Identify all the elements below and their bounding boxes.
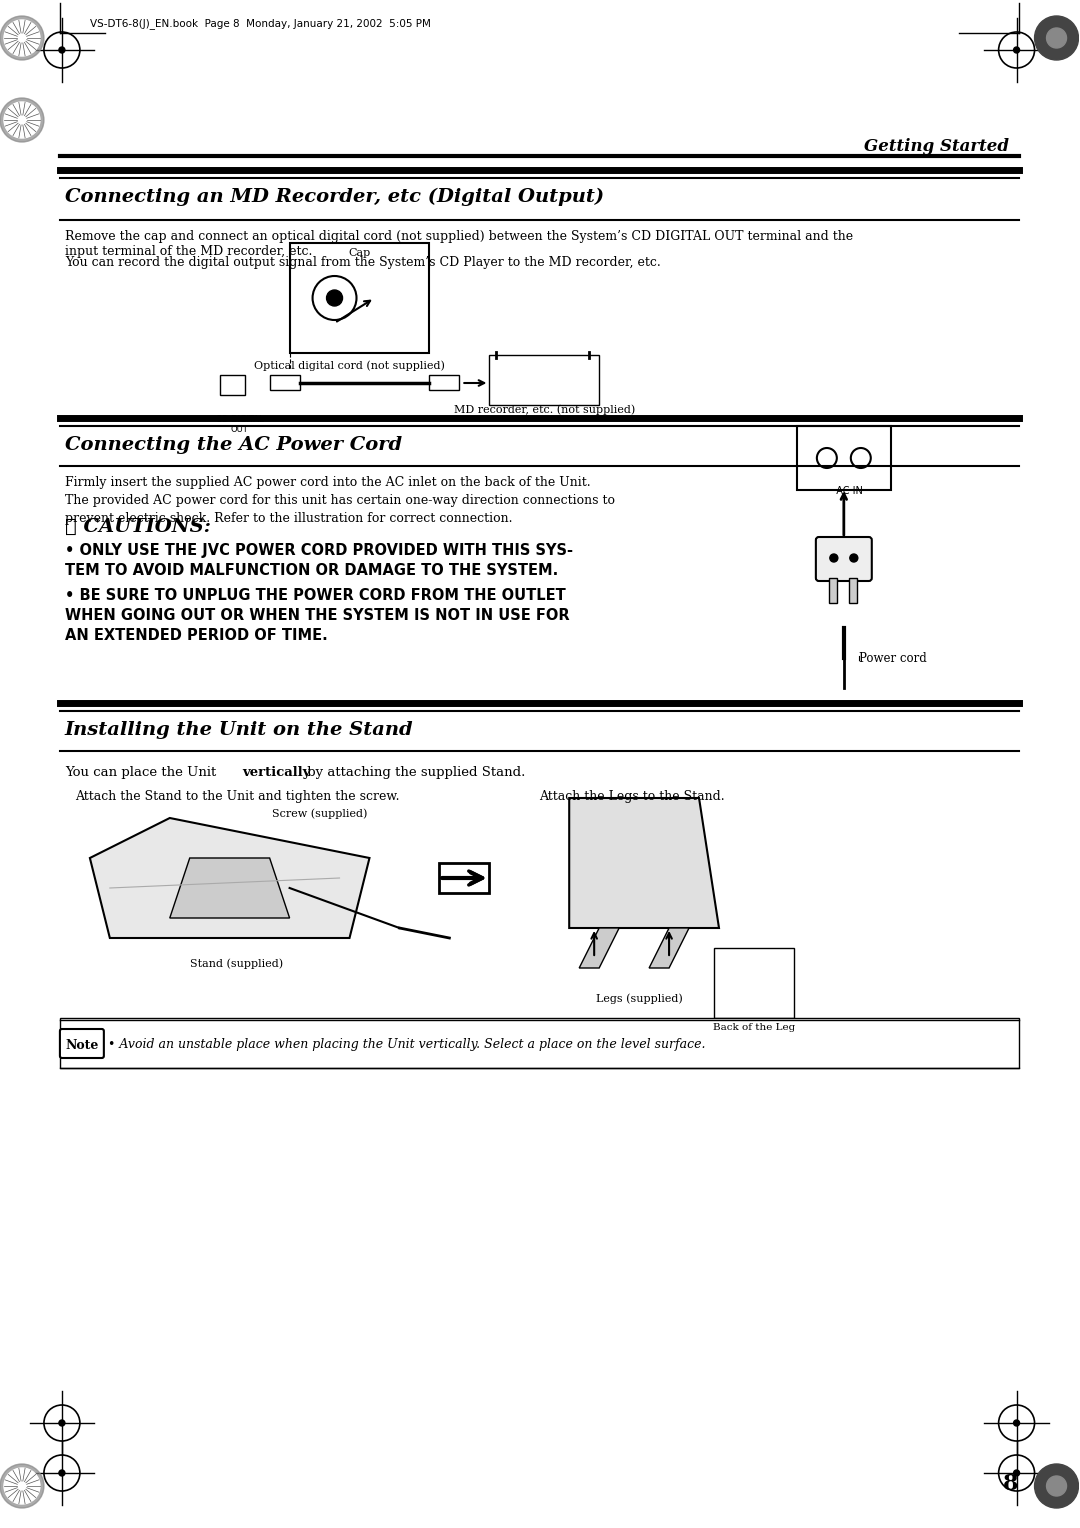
Text: vertically: vertically xyxy=(243,766,311,779)
Circle shape xyxy=(326,290,342,306)
Circle shape xyxy=(0,98,44,142)
FancyBboxPatch shape xyxy=(815,536,872,581)
Polygon shape xyxy=(579,927,619,969)
Text: Stand (supplied): Stand (supplied) xyxy=(190,958,283,969)
Bar xyxy=(430,374,459,390)
FancyBboxPatch shape xyxy=(797,426,891,490)
Bar xyxy=(219,374,245,396)
Circle shape xyxy=(59,47,65,53)
Circle shape xyxy=(850,555,858,562)
Bar xyxy=(270,374,299,390)
Text: Attach the Stand to the Unit and tighten the screw.: Attach the Stand to the Unit and tighten… xyxy=(75,790,400,804)
Text: Note: Note xyxy=(65,1039,98,1051)
Circle shape xyxy=(1047,28,1067,47)
Text: Screw (supplied): Screw (supplied) xyxy=(272,808,367,819)
Text: Back of the Leg: Back of the Leg xyxy=(713,1024,795,1031)
Text: Power cord: Power cord xyxy=(859,651,927,665)
Bar xyxy=(489,354,599,405)
Text: ⚠ CAUTIONS:: ⚠ CAUTIONS: xyxy=(65,518,211,536)
Text: Installing the Unit on the Stand: Installing the Unit on the Stand xyxy=(65,721,414,740)
Text: CD DIGITAL
OUT: CD DIGITAL OUT xyxy=(216,416,264,434)
Bar xyxy=(828,578,837,604)
Text: 8: 8 xyxy=(1003,1473,1018,1494)
Polygon shape xyxy=(170,859,289,918)
FancyBboxPatch shape xyxy=(714,947,794,1018)
Circle shape xyxy=(59,1420,65,1426)
Circle shape xyxy=(1047,1476,1067,1496)
Text: Legs (supplied): Legs (supplied) xyxy=(596,993,683,1004)
Text: You can place the Unit: You can place the Unit xyxy=(65,766,220,779)
Text: MD recorder, etc. (not supplied): MD recorder, etc. (not supplied) xyxy=(454,405,635,416)
Circle shape xyxy=(59,1470,65,1476)
Circle shape xyxy=(816,448,837,468)
Text: • Avoid an unstable place when placing the Unit vertically. Select a place on th: • Avoid an unstable place when placing t… xyxy=(108,1038,705,1051)
Circle shape xyxy=(1014,47,1020,53)
Bar xyxy=(440,863,489,892)
Text: Connecting an MD Recorder, etc (Digital Output): Connecting an MD Recorder, etc (Digital … xyxy=(65,188,604,206)
Circle shape xyxy=(829,555,838,562)
Text: You can record the digital output signal from the System’s CD Player to the MD r: You can record the digital output signal… xyxy=(65,257,661,269)
Polygon shape xyxy=(649,927,689,969)
FancyBboxPatch shape xyxy=(289,243,430,353)
Circle shape xyxy=(851,448,870,468)
Text: Getting Started: Getting Started xyxy=(864,138,1009,154)
Circle shape xyxy=(4,20,40,57)
FancyBboxPatch shape xyxy=(59,1028,104,1057)
Text: VS-DT6-8(J)_EN.book  Page 8  Monday, January 21, 2002  5:05 PM: VS-DT6-8(J)_EN.book Page 8 Monday, Janua… xyxy=(90,18,431,29)
Polygon shape xyxy=(90,817,369,938)
Circle shape xyxy=(4,1468,40,1504)
Text: ~ AC IN: ~ AC IN xyxy=(825,486,863,497)
Text: • ONLY USE THE JVC POWER CORD PROVIDED WITH THIS SYS-
TEM TO AVOID MALFUNCTION O: • ONLY USE THE JVC POWER CORD PROVIDED W… xyxy=(65,542,572,578)
Text: Optical digital cord (not supplied): Optical digital cord (not supplied) xyxy=(254,361,445,371)
FancyBboxPatch shape xyxy=(59,1018,1018,1068)
Circle shape xyxy=(1014,1470,1020,1476)
Bar xyxy=(849,578,856,604)
Circle shape xyxy=(0,15,44,60)
Text: Firmly insert the supplied AC power cord into the AC inlet on the back of the Un: Firmly insert the supplied AC power cord… xyxy=(65,477,615,526)
Circle shape xyxy=(1035,1464,1079,1508)
Text: Connecting the AC Power Cord: Connecting the AC Power Cord xyxy=(65,435,402,454)
Circle shape xyxy=(0,1464,44,1508)
Text: • BE SURE TO UNPLUG THE POWER CORD FROM THE OUTLET
WHEN GOING OUT OR WHEN THE SY: • BE SURE TO UNPLUG THE POWER CORD FROM … xyxy=(65,588,569,643)
Circle shape xyxy=(1014,1420,1020,1426)
Circle shape xyxy=(4,102,40,138)
Text: Attach the Legs to the Stand.: Attach the Legs to the Stand. xyxy=(539,790,725,804)
Text: Cap: Cap xyxy=(349,248,370,258)
Circle shape xyxy=(1035,15,1079,60)
Text: by attaching the supplied Stand.: by attaching the supplied Stand. xyxy=(302,766,525,779)
Text: Remove the cap and connect an optical digital cord (not supplied) between the Sy: Remove the cap and connect an optical di… xyxy=(65,231,853,258)
Polygon shape xyxy=(569,798,719,927)
